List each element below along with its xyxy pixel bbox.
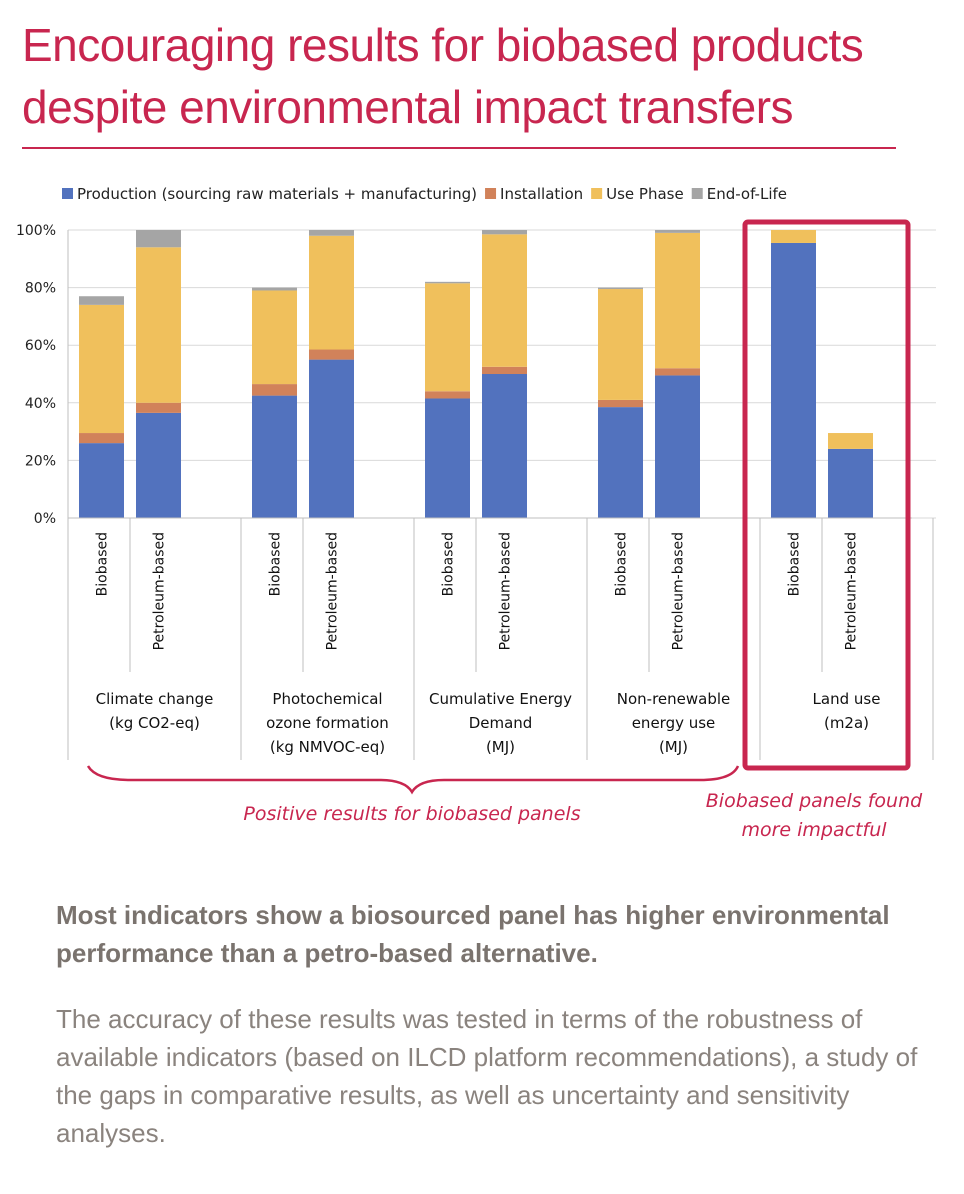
bar-segment [771,242,816,518]
bar-segment [598,289,643,400]
bar-segment [309,230,354,236]
legend-swatch [591,188,603,199]
brace [86,765,740,795]
bar-segment [79,304,124,434]
bar-category-label: Petroleum-based [844,532,860,650]
bar-category-label: Petroleum-based [671,532,687,650]
legend-entry: Use Phase [606,185,684,203]
bar-segment [482,234,527,367]
group-label: Land use [813,690,881,708]
group-label: ozone formation [266,714,389,732]
bar-segment [482,366,527,374]
legend-entry: Installation [500,185,583,203]
bar-segment [425,281,470,284]
stacked-bar-chart: 0% 20% 40% 60% 80% 100% Production (sourcing r… [16,185,936,841]
bar-segment [598,399,643,408]
bar-category-label: Petroleum-based [325,532,341,650]
group-label: Climate change [96,690,214,708]
bar-segment [136,402,181,413]
bar-segment [828,448,873,518]
y-tick-label: 20% [25,453,56,469]
annotation-impactful: Biobased panels found [706,790,923,812]
bar-category-label: Biobased [614,532,630,596]
group-label: energy use [632,714,716,732]
group-label: Cumulative Energy [429,690,572,708]
bar-segment [79,296,124,305]
bar-segment [309,359,354,518]
bar-category-label: Petroleum-based [152,532,168,650]
bar-segment [425,398,470,518]
bar-segment [655,368,700,376]
bar-segment [482,230,527,235]
page-title: Encouraging results for biobased product… [22,19,864,133]
legend-swatch [485,188,497,199]
group-label: Photochemical [272,690,382,708]
bar-segment [136,412,181,518]
bar-segment [252,395,297,518]
bar-segment [309,349,354,360]
bar-segment [425,283,470,392]
headline: Most indicators show a biosourced panel … [56,900,890,968]
highlight-box [742,219,911,771]
y-tick-label: 40% [25,396,56,412]
bar-segment [771,230,816,243]
group-label: (MJ) [659,738,688,756]
legend-entry: End-of-Life [707,185,787,203]
bar-segment [136,247,181,403]
group-label: (kg CO2-eq) [109,714,200,732]
title-divider [22,147,896,149]
bar-segment [252,384,297,396]
bar-segment [252,287,297,291]
bar-segment [655,230,700,233]
bar-segment [598,407,643,518]
bar-category-label: Petroleum-based [498,532,514,650]
bar-segment [482,374,527,518]
bar-segment [828,433,873,449]
annotation-impactful: more impactful [741,819,887,841]
bar-segment [79,433,124,444]
bar-segment [655,375,700,518]
bar-segment [598,287,643,290]
y-tick-label: 60% [25,338,56,354]
bar-segment [79,443,124,518]
body-text: The accuracy of these results was tested… [56,1004,918,1148]
bar-segment [425,391,470,399]
group-label: (MJ) [486,738,515,756]
y-tick-label: 0% [34,511,56,527]
group-label: (kg NMVOC-eq) [270,738,385,756]
bar-segment [136,230,181,248]
group-label: (m2a) [824,714,869,732]
y-tick-label: 80% [25,281,56,297]
y-tick-label: 100% [16,223,56,239]
bar-category-label: Biobased [441,532,457,596]
bar-segment [655,232,700,369]
bar-category-label: Biobased [95,532,111,596]
annotation-positive: Positive results for biobased panels [243,803,580,825]
bar-segment [309,235,354,350]
legend-swatch [691,188,703,199]
legend-swatch [62,188,73,199]
bar-category-label: Biobased [787,532,803,596]
legend-entry: Production (sourcing raw materials + man… [77,185,477,203]
bar-category-label: Biobased [268,532,284,596]
bar-segment [252,290,297,385]
group-label: Demand [469,714,533,732]
group-label: Non-renewable [617,690,731,708]
